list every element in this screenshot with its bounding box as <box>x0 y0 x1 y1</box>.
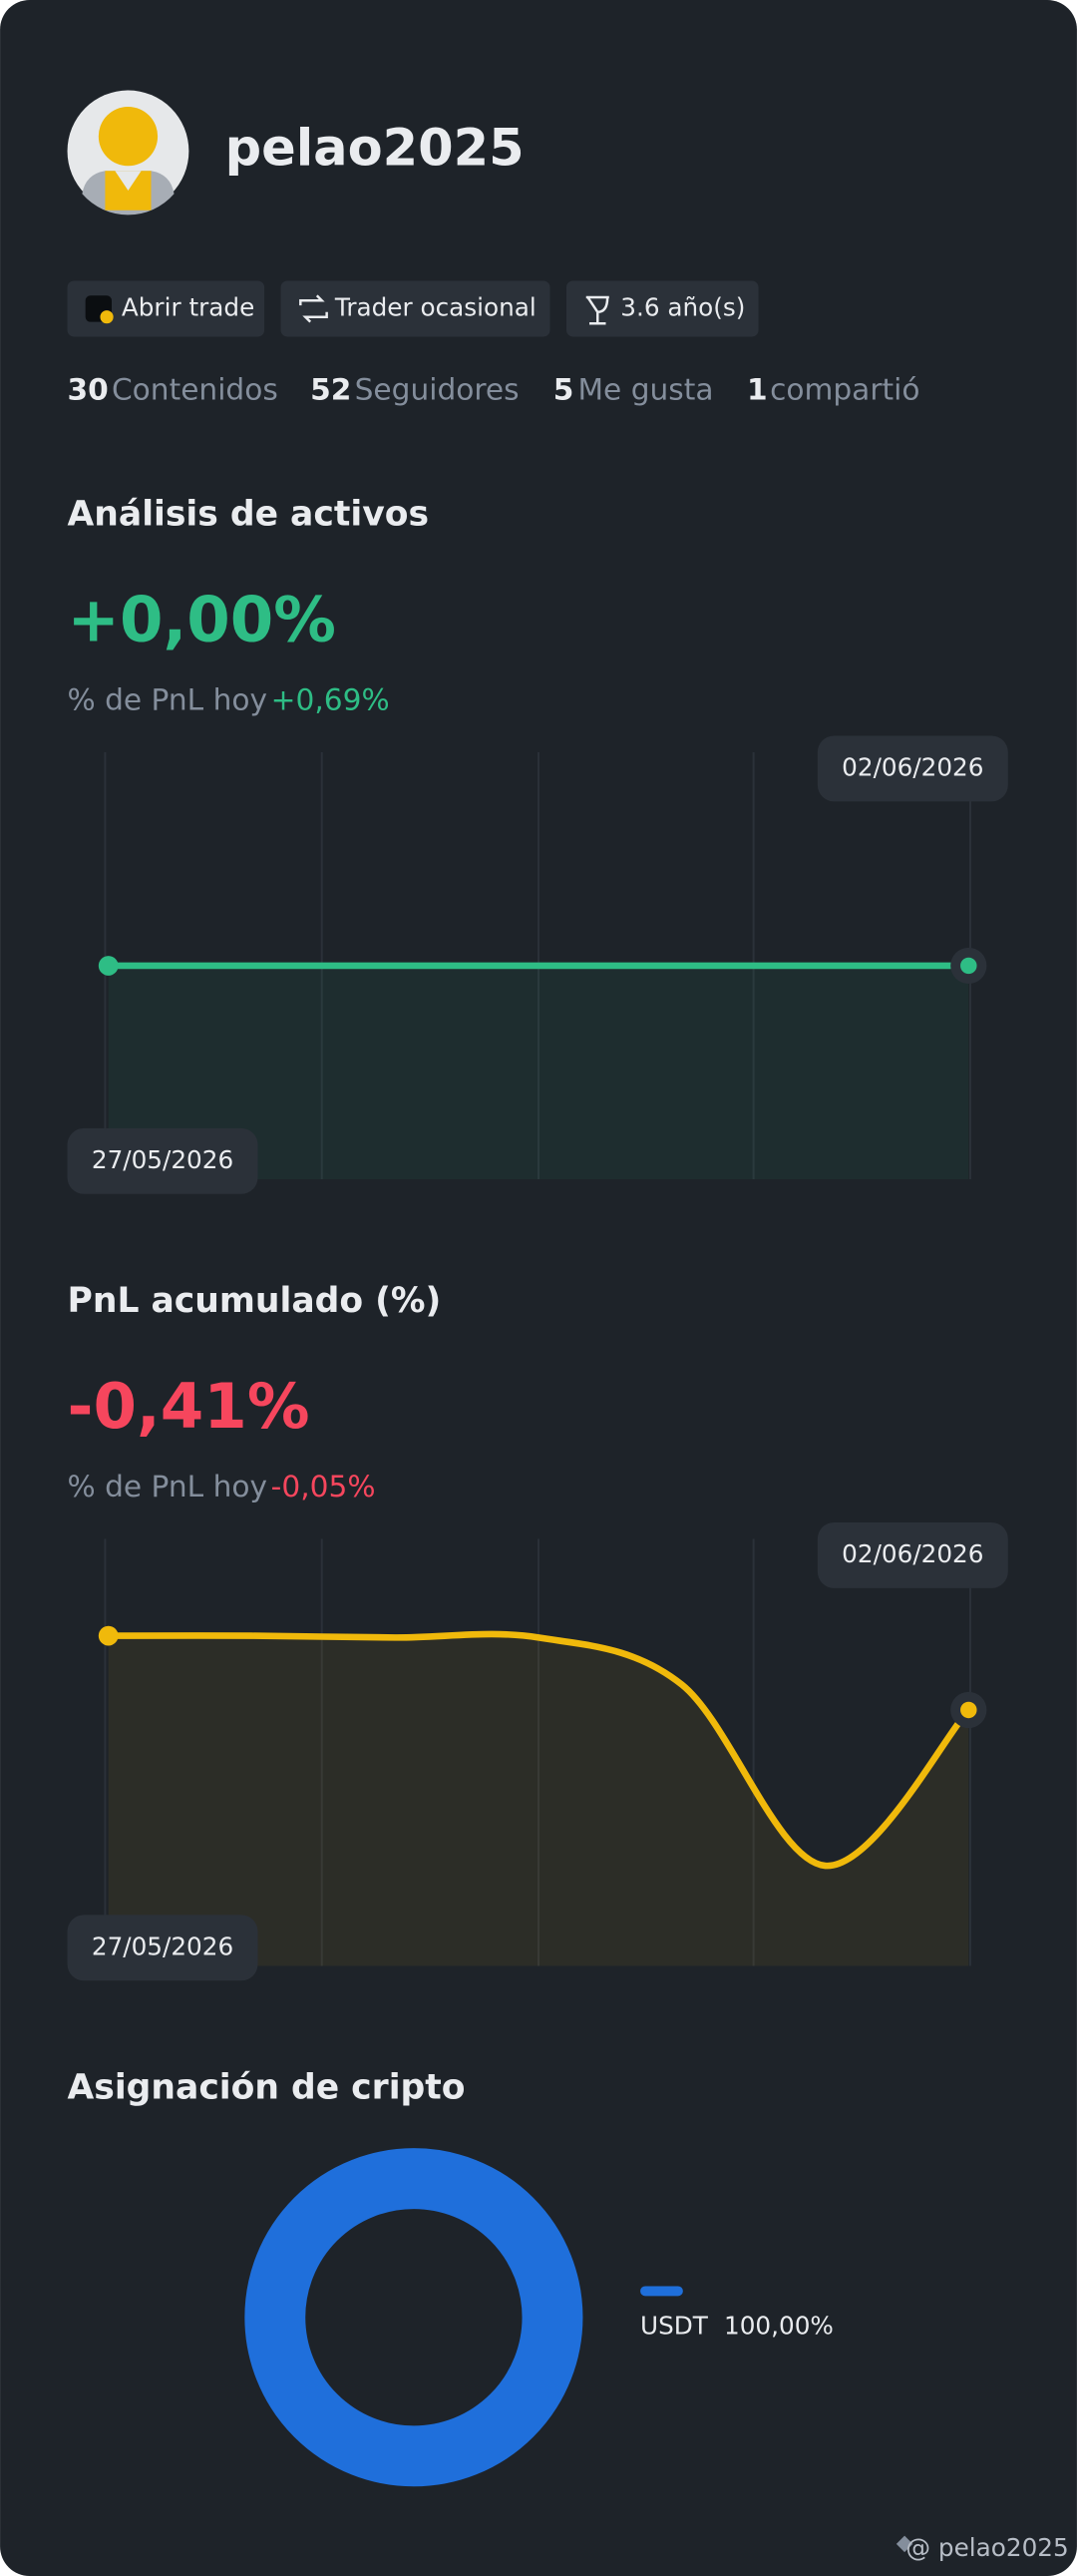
section-title: Asignación de cripto <box>68 2067 466 2107</box>
pnl-value: -0,41% <box>68 1370 310 1443</box>
pnl-subtitle: % de PnL hoy <box>68 1469 267 1503</box>
area <box>108 1633 969 1966</box>
stat-value: 5 <box>553 371 574 406</box>
tag-label: 3.6 año(s) <box>620 292 745 321</box>
pnl-today: +0,69% <box>271 681 390 716</box>
area <box>108 965 969 1179</box>
legend-value: 100,00% <box>724 2312 834 2341</box>
stat-label: Seguidores <box>355 371 520 406</box>
date-badge <box>817 735 1008 802</box>
tag-icon-badge <box>100 310 114 324</box>
end-point <box>960 1701 977 1719</box>
watermark: @ pelao2025 <box>905 2533 1068 2562</box>
tag-label: Abrir trade <box>122 292 254 321</box>
pnl-value: +0,00% <box>68 584 336 656</box>
date-badge <box>817 1521 1008 1588</box>
tag[interactable] <box>67 280 265 337</box>
section-title: PnL acumulado (%) <box>68 1281 442 1321</box>
tag-icon <box>585 295 609 325</box>
section-title: Análisis de activos <box>68 494 429 534</box>
legend-label: USDT <box>640 2312 709 2341</box>
avatar-collar <box>115 171 142 191</box>
stat-label: Me gusta <box>578 371 714 406</box>
stat-value: 1 <box>747 371 768 406</box>
stats: 30 Contenidos 52 Seguidores 5 Me gusta 1 compar… <box>68 371 920 406</box>
start-date: 27/05/2026 <box>92 1932 233 1960</box>
asset-analysis: Análisis de activos +0,00% % de PnL hoy +0,… <box>67 494 1008 1194</box>
username: pelao2025 <box>225 119 525 178</box>
end-date: 02/06/2026 <box>842 1539 983 1568</box>
tag-label: Trader ocasional <box>334 292 537 321</box>
end-point <box>960 957 977 975</box>
tag-icon <box>299 294 328 323</box>
start-point <box>98 1625 119 1646</box>
donut-chart: USDT 100,00% <box>244 2148 834 2487</box>
date-badge <box>67 1127 258 1194</box>
start-date: 27/05/2026 <box>92 1145 233 1174</box>
watermark-logo <box>896 2535 913 2553</box>
end-date: 02/06/2026 <box>842 752 983 781</box>
legend-swatch <box>640 2286 683 2297</box>
pnl-section: PnL acumulado (%) -0,41% % de PnL hoy -0,05… <box>67 1281 1008 1981</box>
pnl-subtitle: % de PnL hoy <box>68 681 267 716</box>
stat-label: compartió <box>770 371 919 406</box>
pnl-today: -0,05% <box>271 1469 376 1503</box>
stat-value: 30 <box>68 371 109 406</box>
tag[interactable] <box>280 280 550 337</box>
date-badge <box>67 1915 258 1981</box>
donut-segment <box>244 2148 583 2487</box>
avatar-head <box>98 107 159 167</box>
stat-label: Contenidos <box>112 371 278 406</box>
tag[interactable] <box>565 280 759 337</box>
avatar[interactable] <box>67 90 189 215</box>
stat-value: 52 <box>310 371 351 406</box>
line <box>105 1630 972 1870</box>
start-point <box>98 956 119 976</box>
